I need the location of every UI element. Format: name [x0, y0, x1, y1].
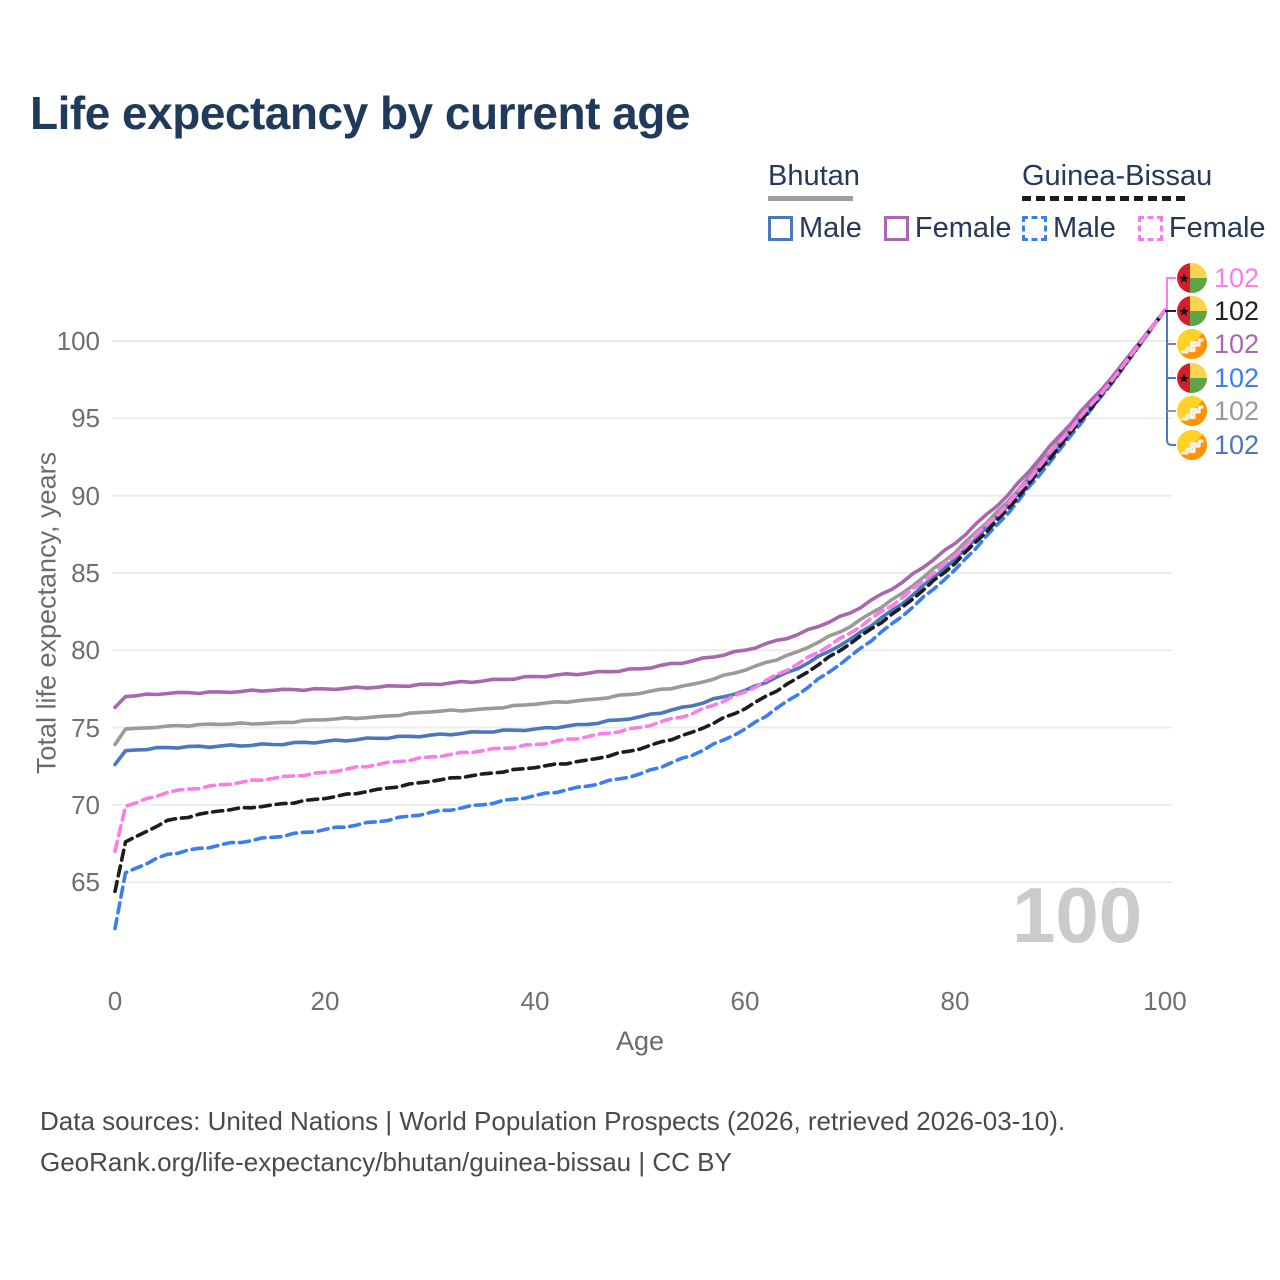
- y-tick-label-85: 85: [71, 557, 100, 588]
- legend-label: Male: [1053, 212, 1116, 244]
- y-tick-label-90: 90: [71, 480, 100, 511]
- x-tick-label-100: 100: [1143, 986, 1187, 1016]
- series-line-bhutan-male[interactable]: [113, 308, 1167, 767]
- series-line-bhutan-female[interactable]: [113, 308, 1167, 710]
- end-label-guinea-bissau-female: 102: [1177, 263, 1259, 293]
- end-label-value: 102: [1214, 328, 1260, 359]
- x-tick-label-20: 20: [310, 986, 340, 1016]
- page-title: Life expectancy by current age: [30, 87, 690, 139]
- guinea-bissau-flag-icon: [1177, 263, 1207, 293]
- footer: Data sources: United Nations | World Pop…: [40, 1101, 1065, 1183]
- bhutan-flag-icon: [1177, 329, 1207, 359]
- gb-female-swatch: [1137, 216, 1163, 241]
- gb-male-swatch: [1022, 216, 1047, 241]
- legend-label: Female: [1168, 212, 1266, 244]
- legend-item-bhutan-female[interactable]: Female: [883, 212, 1034, 245]
- age-watermark: 100: [1012, 871, 1143, 959]
- x-axis-title: Age: [615, 1026, 665, 1056]
- connector-bhutan-male: [1166, 312, 1176, 446]
- end-label-bhutan-female: 102: [1177, 329, 1259, 359]
- y-tick-label-80: 80: [71, 635, 100, 666]
- y-tick-label-65: 65: [71, 867, 100, 898]
- legend-underline-solid: [768, 196, 853, 201]
- y-tick-label-100: 100: [56, 326, 100, 356]
- end-label-guinea-bissau-male: 102: [1177, 363, 1259, 393]
- legend-group-bhutan: Bhutan Male Female: [768, 160, 1034, 245]
- y-tick-label-75: 75: [71, 712, 100, 743]
- x-tick-label-60: 60: [730, 986, 760, 1016]
- y-tick-label-70: 70: [71, 789, 100, 820]
- end-label-guinea-bissau-total: 102: [1177, 296, 1259, 326]
- y-tick-label-95: 95: [71, 403, 100, 434]
- x-tick-label-80: 80: [940, 986, 970, 1016]
- series-line-guinea-bissau-female[interactable]: [113, 308, 1167, 853]
- guinea-bissau-flag-icon: [1177, 363, 1207, 393]
- bhutan-female-swatch: [883, 216, 909, 241]
- end-label-bhutan-male: 102: [1177, 430, 1259, 460]
- x-tick-label-0: 0: [107, 986, 123, 1016]
- legend-item-gb-male[interactable]: Male: [1022, 212, 1138, 245]
- legend-underline-dashed: [1022, 196, 1186, 201]
- legend-item-bhutan-male[interactable]: Male: [768, 212, 884, 245]
- end-label-bhutan-total: 102: [1177, 396, 1259, 426]
- end-label-value: 102: [1214, 395, 1260, 426]
- x-tick-label-40: 40: [520, 986, 550, 1016]
- bhutan-flag-icon: [1177, 430, 1207, 460]
- legend-item-gb-female[interactable]: Female: [1137, 212, 1280, 245]
- source-url-line[interactable]: GeoRank.org/life-expectancy/bhutan/guine…: [40, 1147, 732, 1177]
- guinea-bissau-flag-icon: [1177, 296, 1207, 326]
- data-sources-line: Data sources: United Nations | World Pop…: [40, 1106, 1066, 1136]
- series-line-bhutan-total[interactable]: [113, 308, 1167, 747]
- legend-title-bhutan[interactable]: Bhutan: [768, 160, 860, 192]
- legend-group-guinea-bissau: Guinea-Bissau Male Female: [1022, 160, 1280, 245]
- end-label-value: 102: [1214, 262, 1260, 293]
- bhutan-male-swatch: [768, 216, 793, 241]
- end-label-value: 102: [1214, 295, 1260, 326]
- end-label-value: 102: [1214, 362, 1260, 393]
- end-label-value: 102: [1214, 429, 1260, 460]
- bhutan-flag-icon: [1177, 396, 1207, 426]
- series-line-guinea-bissau-male[interactable]: [113, 308, 1167, 931]
- legend-label: Male: [799, 212, 862, 244]
- legend-label: Female: [914, 212, 1012, 244]
- connector-gb-female: [1164, 277, 1176, 312]
- legend-title-guinea-bissau[interactable]: Guinea-Bissau: [1022, 160, 1213, 192]
- series-line-guinea-bissau-total[interactable]: [113, 308, 1167, 894]
